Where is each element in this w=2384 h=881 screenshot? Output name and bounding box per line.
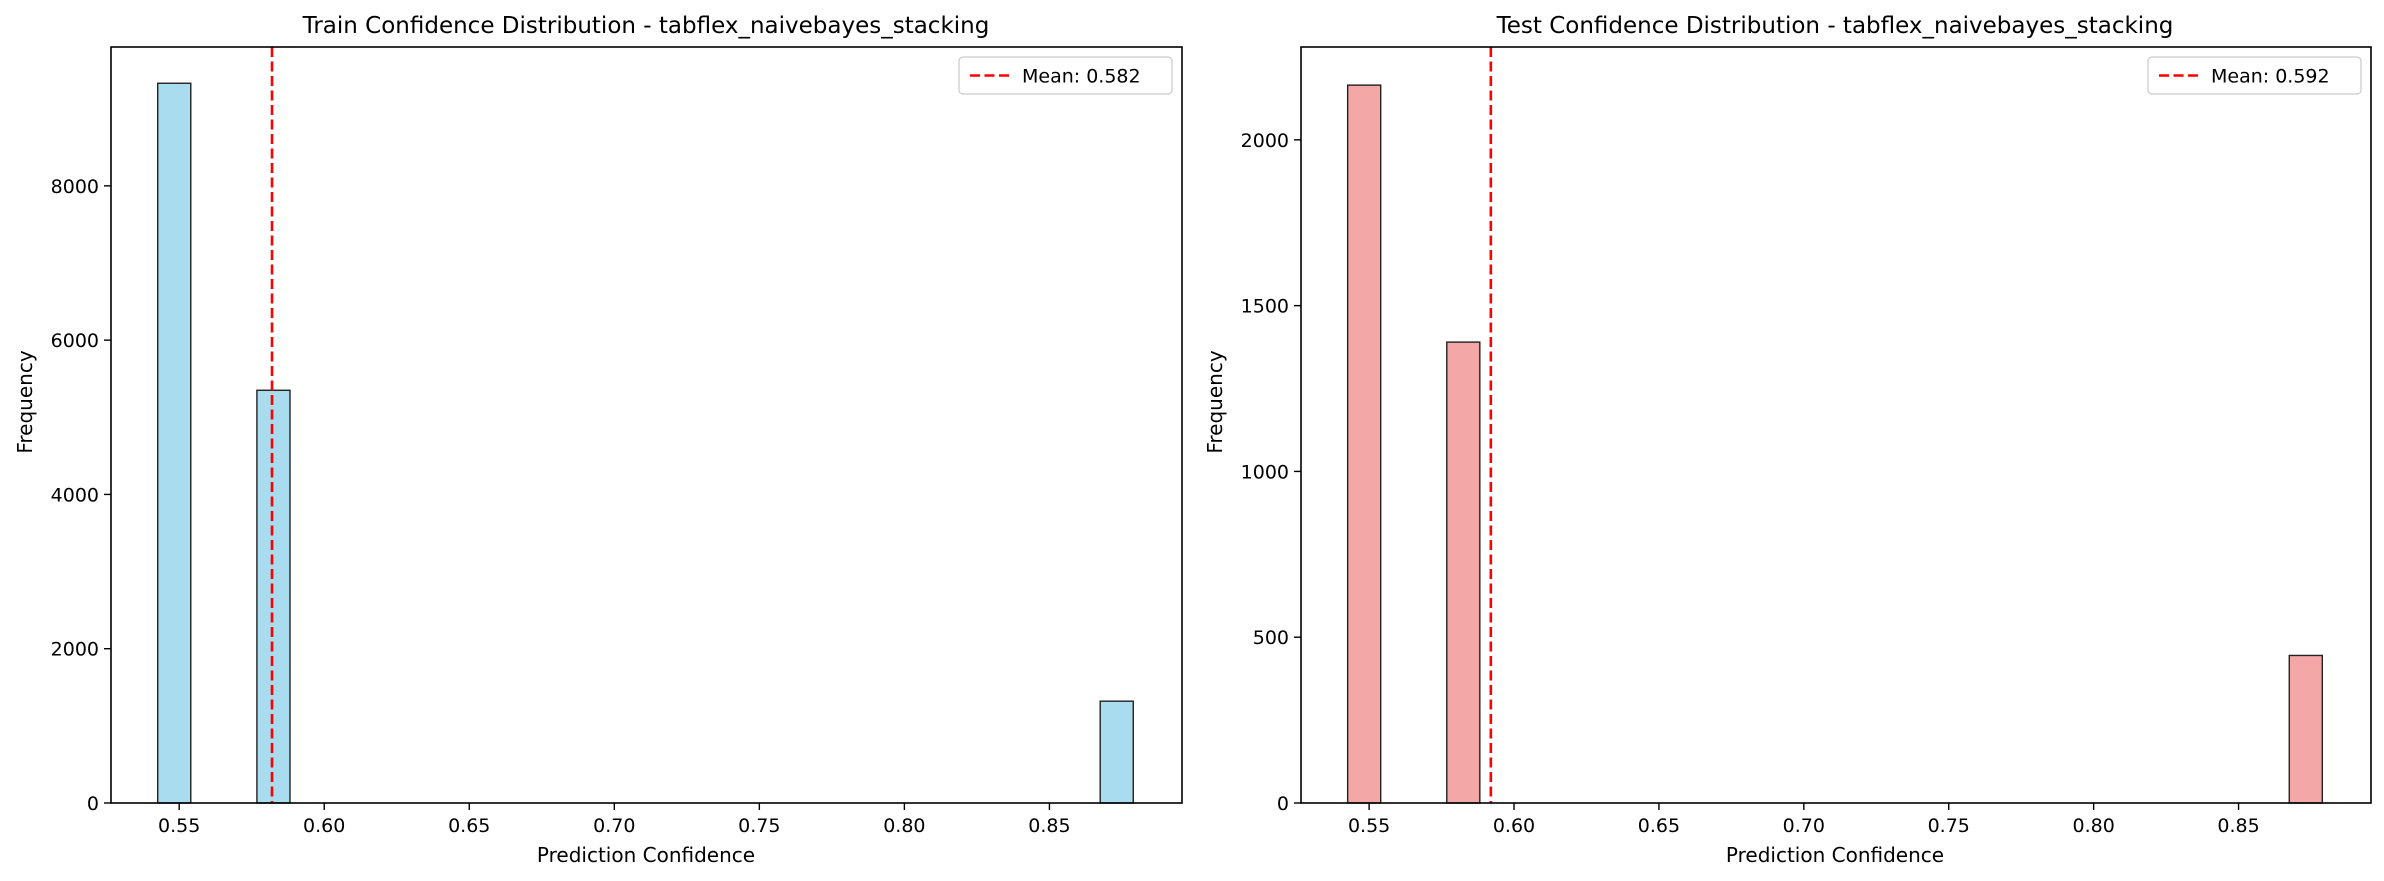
train-bar-1 [256,389,291,804]
test-x-axis-label: Prediction Confidence [1726,843,1944,867]
train-x-axis-label: Prediction Confidence [537,843,755,867]
train-x-tick-label: 0.70 [593,815,635,837]
train-x-ticks: 0.55 0.60 0.65 0.70 0.75 0.80 0.85 [158,803,1071,837]
test-y-tick-label: 2000 [1241,130,1289,152]
train-y-tick-label: 8000 [51,176,99,198]
test-y-tick-label: 1000 [1241,461,1289,483]
test-legend: Mean: 0.592 [2147,56,2362,95]
train-y-ticks: 0 2000 4000 6000 8000 [51,176,111,815]
train-y-axis-label: Frequency [13,350,37,453]
train-y-tick-label: 6000 [51,330,99,352]
test-bar-1 [1446,341,1481,804]
train-histogram-panel: Train Confidence Distribution - tabflex_… [13,13,1183,867]
train-y-tick-label: 4000 [51,484,99,506]
train-bar-2 [1099,700,1134,804]
test-x-tick-label: 0.80 [2072,815,2114,837]
test-y-tick-label: 1500 [1241,296,1289,318]
test-x-tick-label: 0.55 [1348,815,1390,837]
train-legend-box [958,56,1173,95]
test-x-tick-label: 0.85 [2217,815,2259,837]
test-y-axis-label: Frequency [1203,350,1227,453]
train-y-tick-label: 0 [87,793,99,815]
test-chart-title: Test Confidence Distribution - tabflex_n… [1496,13,2174,39]
test-histogram-panel: Test Confidence Distribution - tabflex_n… [1203,13,2372,867]
train-x-tick-label: 0.65 [448,815,490,837]
test-legend-label: Mean: 0.592 [2211,66,2330,88]
test-x-tick-label: 0.65 [1638,815,1680,837]
test-x-tick-label: 0.75 [1928,815,1970,837]
test-x-ticks: 0.55 0.60 0.65 0.70 0.75 0.80 0.85 [1348,803,2260,837]
train-y-tick-label: 2000 [51,639,99,661]
train-x-tick-label: 0.85 [1028,815,1070,837]
train-x-tick-label: 0.75 [738,815,780,837]
test-plot-frame [1300,46,2372,804]
train-legend: Mean: 0.582 [958,56,1173,95]
train-x-tick-label: 0.60 [303,815,345,837]
train-x-tick-label: 0.80 [883,815,925,837]
test-x-tick-label: 0.60 [1493,815,1535,837]
test-bars [1346,84,2324,804]
test-legend-box [2147,56,2362,95]
test-bar-2 [2288,654,2324,804]
train-legend-label: Mean: 0.582 [1022,66,1141,88]
train-plot-frame [110,46,1183,804]
test-y-ticks: 0 500 1000 1500 2000 [1241,130,1301,815]
train-bar-0 [157,82,192,804]
train-chart-title: Train Confidence Distribution - tabflex_… [302,13,990,39]
test-y-tick-label: 0 [1277,793,1289,815]
test-x-tick-label: 0.70 [1783,815,1825,837]
test-bar-0 [1346,84,1382,804]
test-y-tick-label: 500 [1253,627,1289,649]
train-x-tick-label: 0.55 [158,815,200,837]
